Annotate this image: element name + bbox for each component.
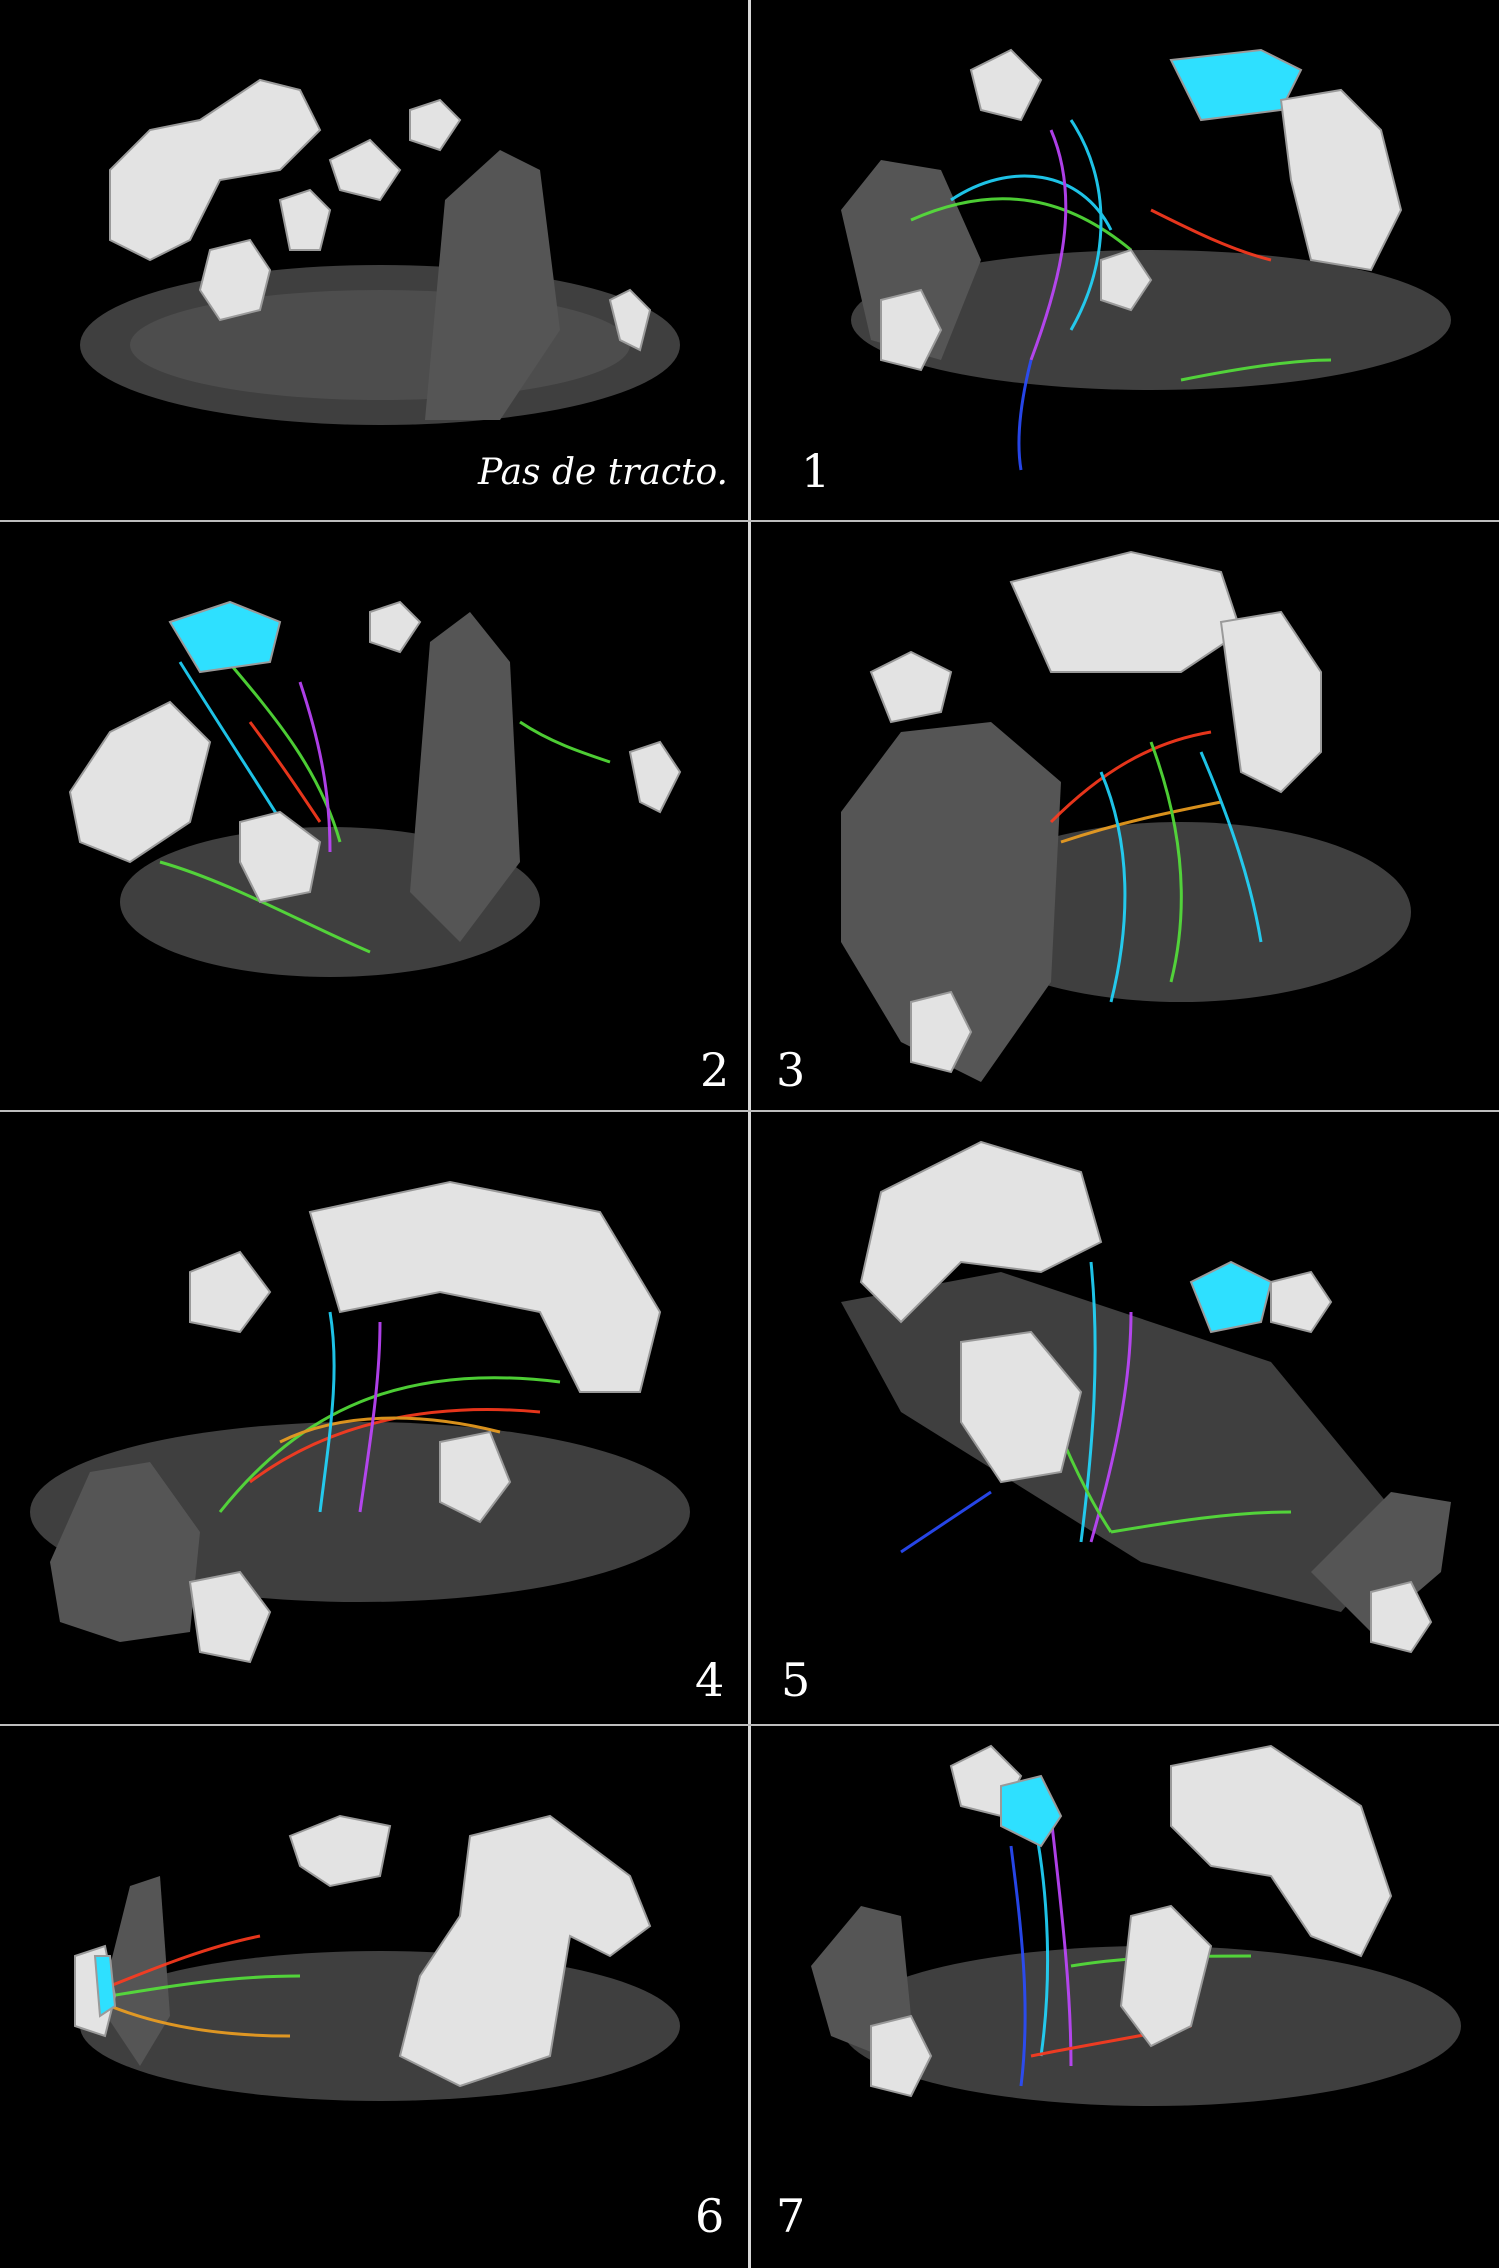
roi-meshes bbox=[188, 1180, 662, 1664]
fiber-tracts bbox=[910, 119, 1332, 471]
horizontal-divider-1 bbox=[0, 520, 1499, 522]
horizontal-divider-2 bbox=[0, 1110, 1499, 1112]
sagittal-brain-slice bbox=[425, 150, 560, 420]
fiber-tracts bbox=[109, 1934, 301, 2038]
panel-number-4: 4 bbox=[695, 1653, 725, 1707]
panel-7: 7 bbox=[751, 1726, 1499, 2268]
brain-render-5 bbox=[841, 1140, 1451, 1654]
roi-meshes bbox=[869, 550, 1322, 1074]
axial-brain-slice bbox=[80, 1951, 680, 2101]
coronal-brain-slice bbox=[1311, 1492, 1451, 1632]
vertical-divider bbox=[748, 0, 751, 2268]
panel-number-5: 5 bbox=[781, 1653, 811, 1707]
roi-meshes bbox=[74, 1814, 652, 2088]
brain-render-4 bbox=[30, 1180, 690, 1664]
panel-number-2: 2 bbox=[700, 1043, 730, 1097]
panel-5: 5 bbox=[751, 1112, 1499, 1724]
sagittal-brain-slice bbox=[410, 612, 520, 942]
brain-render-7 bbox=[811, 1744, 1461, 2106]
panel-4: 4 bbox=[0, 1112, 748, 1724]
no-tract-caption: Pas de tracto. bbox=[477, 452, 728, 493]
panel-number-7: 7 bbox=[776, 2189, 806, 2243]
coronal-brain-slice bbox=[841, 722, 1061, 1082]
panel-number-1: 1 bbox=[801, 444, 831, 498]
coronal-brain-slice bbox=[811, 1906, 911, 2056]
panel-3: 3 bbox=[751, 522, 1499, 1110]
panel-number-3: 3 bbox=[776, 1043, 806, 1097]
coronal-brain-slice bbox=[50, 1462, 200, 1642]
roi-meshes bbox=[68, 600, 682, 904]
horizontal-divider-3 bbox=[0, 1724, 1499, 1726]
brain-render-3 bbox=[841, 550, 1411, 1082]
brain-render-no-tract bbox=[80, 78, 680, 425]
brain-render-1 bbox=[841, 48, 1451, 471]
coronal-brain-slice bbox=[841, 160, 981, 360]
brain-render-6 bbox=[74, 1814, 680, 2101]
roi-meshes bbox=[109, 78, 652, 352]
panel-6: 6 bbox=[0, 1726, 748, 2268]
axial-brain-slice bbox=[851, 250, 1451, 390]
panel-2: 2 bbox=[0, 522, 748, 1110]
fiber-tracts bbox=[1049, 730, 1263, 1003]
roi-meshes bbox=[880, 48, 1403, 372]
fiber-tracts bbox=[218, 1311, 561, 1513]
panel-1: 1 bbox=[751, 0, 1499, 520]
brain-render-2 bbox=[68, 600, 682, 977]
roi-meshes bbox=[870, 1744, 1393, 2098]
panel-number-6: 6 bbox=[695, 2189, 725, 2243]
roi-meshes bbox=[859, 1140, 1433, 1654]
panel-no-tract: Pas de tracto. bbox=[0, 0, 748, 520]
